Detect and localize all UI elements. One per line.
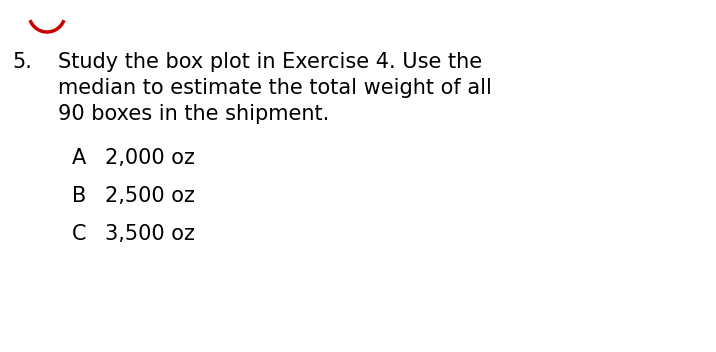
Text: 2,500 oz: 2,500 oz	[105, 186, 195, 206]
Text: 90 boxes in the shipment.: 90 boxes in the shipment.	[58, 104, 329, 124]
Text: 5.: 5.	[12, 52, 32, 72]
Text: B: B	[72, 186, 86, 206]
Text: Study the box plot in Exercise 4. Use the: Study the box plot in Exercise 4. Use th…	[58, 52, 482, 72]
Text: C: C	[72, 224, 87, 244]
Text: A: A	[72, 148, 86, 168]
Text: 2,000 oz: 2,000 oz	[105, 148, 195, 168]
Text: 3,500 oz: 3,500 oz	[105, 224, 195, 244]
Text: median to estimate the total weight of all: median to estimate the total weight of a…	[58, 78, 492, 98]
